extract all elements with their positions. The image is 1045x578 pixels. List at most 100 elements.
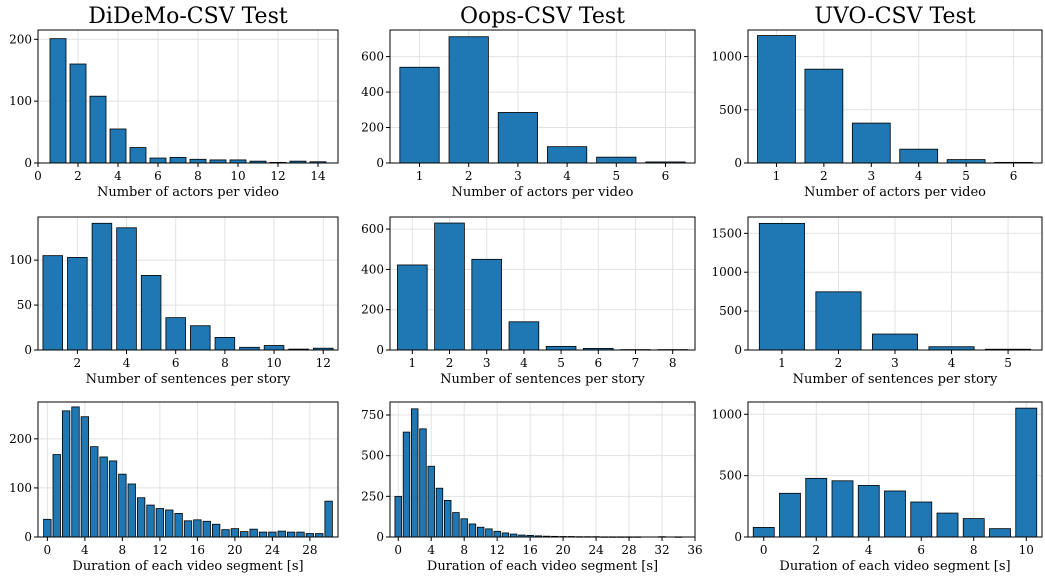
x-tick-label: 32 (654, 543, 669, 557)
bar (118, 473, 127, 538)
y-tick-label: 600 (361, 222, 384, 236)
bar (193, 519, 202, 538)
bar (427, 465, 435, 538)
x-tick-label: 4 (123, 356, 131, 370)
y-tick-label: 200 (9, 32, 32, 46)
x-tick-label: 5 (557, 356, 565, 370)
x-tick-label: 36 (687, 543, 702, 557)
x-tick-label: 4 (563, 169, 571, 183)
x-tick-label: 5 (612, 169, 620, 183)
bar (804, 68, 844, 164)
x-axis-label: Number of sentences per story (86, 372, 291, 387)
x-tick-label: 6 (1010, 169, 1018, 183)
bar (174, 513, 183, 538)
bar (136, 497, 146, 538)
plot-frame (389, 401, 696, 538)
panel-4: 2 4 6 8 10 12 0 50 100 Number of sentences per st… (9, 216, 339, 387)
x-tick-label: 6 (154, 169, 162, 183)
bar (468, 523, 477, 538)
bar (91, 222, 113, 351)
bar (268, 531, 277, 538)
bar (230, 528, 240, 538)
y-tick-label: 100 (9, 94, 32, 108)
bar (258, 531, 268, 538)
plot-frame (37, 216, 339, 351)
bar (202, 520, 211, 538)
panel-1: 0 2 4 6 8 10 12 14 0 100 200 Number of actors per v… (9, 4, 339, 200)
y-tick-label: 50 (17, 298, 32, 312)
bar (99, 456, 108, 538)
bar (399, 66, 440, 164)
bar (805, 477, 828, 538)
x-tick-label: 2 (74, 169, 82, 183)
bar (757, 35, 796, 164)
bar (277, 530, 286, 538)
bar (263, 345, 285, 351)
plot-frame (747, 401, 1043, 538)
y-tick-label: 200 (9, 432, 32, 446)
bar (67, 257, 88, 351)
x-tick-label: 1 (408, 356, 416, 370)
x-tick-label: 7 (632, 356, 640, 370)
bar (779, 492, 801, 538)
x-tick-label: 0 (34, 169, 42, 183)
bar (249, 528, 258, 538)
y-tick-label: 500 (719, 469, 742, 483)
y-tick-label: 0 (734, 343, 742, 357)
x-tick-label: 4 (865, 543, 873, 557)
x-tick-label: 8 (460, 543, 468, 557)
bar (189, 158, 207, 164)
bar (857, 485, 880, 538)
bar (884, 490, 906, 538)
x-tick-label: 20 (227, 543, 242, 557)
chart-title: UVO-CSV Test (814, 4, 975, 29)
y-tick-label: 1000 (711, 407, 742, 421)
bar (221, 529, 230, 538)
x-tick-label: 6 (917, 543, 925, 557)
bar (547, 146, 588, 164)
y-tick-label: 500 (361, 449, 384, 463)
bar (49, 38, 67, 164)
bar (448, 36, 489, 164)
bar (444, 500, 452, 538)
bar (211, 523, 221, 538)
bar (452, 512, 460, 538)
bar (315, 533, 324, 538)
y-tick-label: 600 (361, 50, 384, 64)
bar (214, 337, 236, 351)
panel-3: 1 2 3 4 5 6 0 500 1000 Number of actors per video… (711, 4, 1043, 200)
x-tick-label: 2 (835, 356, 843, 370)
y-tick-label: 1500 (711, 226, 742, 240)
x-tick-label: 6 (662, 169, 670, 183)
bar (71, 406, 80, 538)
x-tick-label: 4 (81, 543, 89, 557)
x-tick-label: 4 (520, 356, 528, 370)
x-tick-label: 2 (820, 169, 828, 183)
x-tick-label: 8 (194, 169, 202, 183)
x-tick-label: 1 (778, 356, 786, 370)
bar (485, 528, 493, 538)
x-tick-label: 12 (270, 169, 285, 183)
plot-frame (389, 29, 696, 164)
x-tick-label: 6 (594, 356, 602, 370)
bar (109, 128, 127, 164)
x-tick-label: 12 (490, 543, 505, 557)
x-tick-label: 2 (465, 169, 473, 183)
x-axis-label: Number of actors per video (97, 185, 279, 200)
y-tick-label: 500 (719, 304, 742, 318)
bar (116, 227, 137, 351)
bar (240, 531, 249, 538)
x-tick-label: 2 (74, 356, 82, 370)
bar (324, 500, 333, 538)
bar (42, 255, 63, 351)
x-tick-label: 0 (394, 543, 402, 557)
bar (190, 325, 211, 351)
y-tick-label: 100 (9, 253, 32, 267)
x-axis-label: Number of sentences per story (793, 372, 998, 387)
x-tick-label: 6 (172, 356, 180, 370)
x-tick-label: 20 (555, 543, 570, 557)
x-tick-label: 3 (867, 169, 875, 183)
bar (508, 321, 540, 351)
y-tick-label: 100 (9, 481, 32, 495)
bar (1015, 407, 1038, 538)
